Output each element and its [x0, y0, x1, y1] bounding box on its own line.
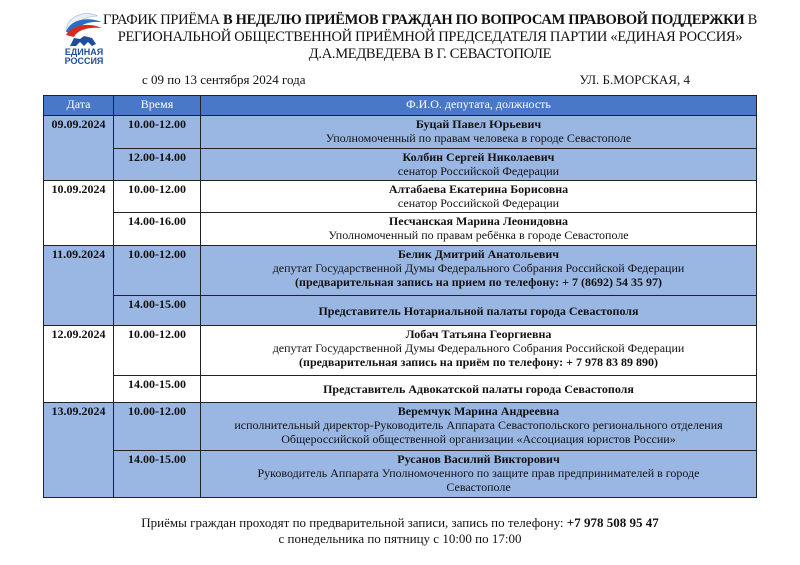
person-name: Песчанская Марина Леонидовна: [388, 214, 569, 228]
schedule-period: с 09 по 13 сентября 2024 года: [142, 72, 306, 87]
table-row: 13.09.2024 10.00-12.00 Веремчук Марина Анд…: [43, 402, 757, 498]
address: УЛ. Б.МОРСКАЯ, 4: [579, 72, 690, 87]
person-name: Белик Дмитрий Анатольевич: [397, 247, 560, 261]
time-cell: 14.00-15.00: [113, 295, 201, 326]
table-row: 11.09.2024 10.00-12.00 Белик Дмитрий Анато…: [43, 245, 757, 326]
time-cell: 12.00-14.00: [113, 148, 201, 181]
time-cell: 10.00-12.00: [113, 115, 201, 149]
person-name: Буцай Павел Юрьевич: [415, 117, 542, 131]
header-time: Время: [113, 95, 201, 116]
time-cell: 10.00-12.00: [113, 402, 201, 451]
person-name: Русанов Василий Викторович: [397, 452, 560, 466]
title-part: ГРАФИК ПРИЁМА: [102, 12, 223, 28]
table-row: 09.09.2024 10.00-12.00 Буцай Павел Юрьевич…: [43, 115, 757, 181]
person-name: Колбин Сергей Николаевич: [402, 150, 555, 164]
representative-name: Представитель Нотариальной палаты города…: [318, 303, 639, 318]
person-cell: Буцай Павел Юрьевич Уполномоченный по пра…: [200, 115, 757, 149]
table-row: 12.09.2024 10.00-12.00 Лобач Татьяна Георг…: [43, 325, 757, 403]
person-name: Лобач Татьяна Георгиевна: [405, 327, 552, 341]
date-cell: 12.09.2024: [43, 325, 114, 403]
header-person: Ф.И.О. депутата, должность: [200, 95, 757, 116]
appointment-note: (предварительная запись на приём по теле…: [299, 355, 658, 369]
date-cell: 11.09.2024: [43, 245, 114, 326]
united-russia-logo: ЕДИНАЯ РОССИЯ: [56, 10, 112, 68]
person-cell: Представитель Адвокатской палаты города …: [200, 375, 757, 403]
representative-name: Представитель Адвокатской палаты города …: [323, 382, 634, 396]
header-date: Дата: [43, 95, 114, 116]
logo-text-line2: РОССИЯ: [64, 56, 104, 66]
person-position: исполнительный директор-Руководитель Апп…: [234, 418, 723, 432]
person-position: сенатор Российской Федерации: [397, 196, 560, 210]
person-position: Руководитель Аппарата Уполномоченного по…: [257, 466, 700, 480]
person-name: Веремчук Марина Андреевна: [397, 404, 560, 418]
person-cell: Лобач Татьяна Георгиевна депутат Государс…: [200, 325, 757, 376]
title-part: Д.А.МЕДВЕДЕВА В Г. СЕВАСТОПОЛЕ: [308, 46, 552, 62]
title-part: В РЕГИОНАЛЬНОЙ ОБЩЕСТВЕННОЙ ПРИЁМНОЙ ПРЕ…: [117, 12, 758, 45]
person-cell: Алтабаева Екатерина Борисовна сенатор Рос…: [200, 180, 757, 213]
footer-note: Приёмы граждан проходят по предварительн…: [0, 515, 800, 547]
table-row: 14.00-15.00 Представитель Адвокатской пал…: [44, 375, 757, 403]
bear-flag-emblem-icon: [65, 13, 102, 46]
person-cell: Представитель Нотариальной палаты города…: [200, 295, 757, 326]
person-cell: Белик Дмитрий Анатольевич депутат Государ…: [200, 245, 757, 296]
time-cell: 14.00-15.00: [113, 375, 201, 403]
table-row: 12.00-14.00 Колбин Сергей Николаевич сенат…: [44, 148, 757, 181]
logo-text-line1: ЕДИНАЯ: [64, 47, 104, 57]
time-cell: 14.00-16.00: [113, 212, 201, 246]
footer-text: Приёмы граждан проходят по предварительн…: [141, 515, 567, 530]
table-row: 14.00-15.00 Представитель Нотариальной па…: [44, 295, 757, 326]
time-cell: 10.00-12.00: [113, 180, 201, 213]
appointment-note: (предварительная запись на прием по теле…: [295, 275, 662, 289]
person-position: Уполномоченный по правам человека в горо…: [325, 131, 632, 145]
table-row: 14.00-16.00 Песчанская Марина Леонидовна У…: [44, 212, 757, 246]
footer-phone: +7 978 508 95 47: [566, 515, 659, 530]
footer-hours: с понедельника по пятницу с 10:00 по 17:…: [278, 531, 522, 546]
person-cell: Колбин Сергей Николаевич сенатор Российск…: [200, 148, 757, 181]
person-position: депутат Государственной Думы Федеральног…: [272, 261, 685, 275]
time-cell: 10.00-12.00: [113, 325, 201, 376]
title-bold-part: В НЕДЕЛЮ ПРИЁМОВ ГРАЖДАН ПО ВОПРОСАМ ПРА…: [222, 12, 745, 28]
person-position: депутат Государственной Думы Федеральног…: [272, 341, 685, 355]
schedule-table: Дата Время Ф.И.О. депутата, должность 09…: [43, 95, 757, 498]
date-cell: 10.09.2024: [43, 180, 114, 246]
person-position: Уполномоченный по правам ребёнка в город…: [328, 228, 629, 242]
table-row: 14.00-15.00 Русанов Василий Викторович Рук…: [44, 450, 757, 498]
time-cell: 10.00-12.00: [113, 245, 201, 296]
date-cell: 13.09.2024: [43, 402, 114, 498]
time-cell: 14.00-15.00: [113, 450, 201, 498]
person-cell: Русанов Василий Викторович Руководитель А…: [200, 450, 757, 498]
person-name: Алтабаева Екатерина Борисовна: [388, 182, 569, 196]
person-cell: Веремчук Марина Андреевна исполнительный …: [200, 402, 757, 451]
person-position: Севастополе: [446, 480, 511, 494]
document-title: ГРАФИК ПРИЁМА В НЕДЕЛЮ ПРИЁМОВ ГРАЖДАН П…: [100, 12, 760, 63]
person-cell: Песчанская Марина Леонидовна Уполномоченн…: [200, 212, 757, 246]
date-cell: 09.09.2024: [43, 115, 114, 181]
table-row: 10.09.2024 10.00-12.00 Алтабаева Екатерина…: [43, 180, 757, 246]
person-position: сенатор Российской Федерации: [397, 164, 560, 178]
person-position: Общероссийской общественной организации …: [281, 432, 676, 446]
